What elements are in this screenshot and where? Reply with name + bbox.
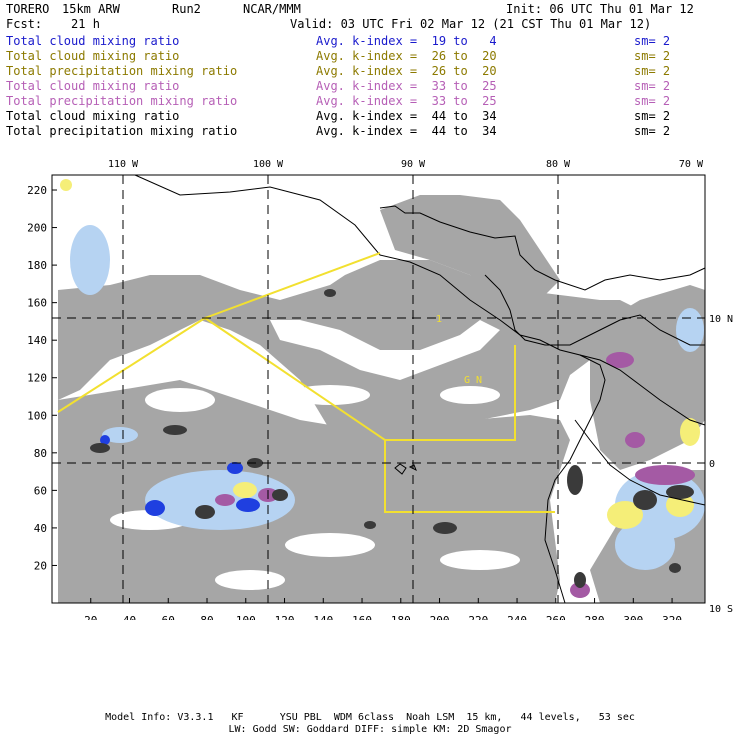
longitude-label: 90 W (401, 159, 426, 170)
cloud-field-gray (58, 195, 705, 603)
cloud-field-yellow (60, 179, 700, 529)
longitude-label: 100 W (253, 159, 284, 170)
y-tick-label: 180 (27, 259, 47, 272)
y-tick-label: 220 (27, 184, 47, 197)
x-tick-label: 300 (623, 614, 643, 620)
legend-row: Total precipitation mixing ratio Avg. k-i… (6, 64, 736, 79)
grid-spacing: 15km ARW (62, 2, 120, 16)
x-tick-label: 180 (391, 614, 411, 620)
legend-smoothing: sm= 2 (634, 49, 671, 63)
x-tick-label: 100 (236, 614, 256, 620)
x-tick-label: 320 (662, 614, 682, 620)
legend-row: Total precipitation mixing ratio Avg. k-i… (6, 124, 736, 139)
legend-row: Total cloud mixing ratio Avg. k-index = 4… (6, 109, 736, 124)
model-info-line-2: LW: Godd SW: Goddard DIFF: simple KM: 2D… (228, 724, 512, 735)
latitude-label: 0 (709, 459, 715, 470)
legend-row: Total precipitation mixing ratio Avg. k-i… (6, 94, 736, 109)
region-label-1: 1 (436, 314, 442, 325)
lat-lon-grid (52, 175, 705, 603)
map-frame (51, 174, 706, 604)
x-tick-label: 140 (313, 614, 333, 620)
x-tick-label: 280 (585, 614, 605, 620)
legend-field-name: Total precipitation mixing ratio (6, 94, 238, 108)
run-label: Run2 (172, 2, 201, 16)
x-tick-label: 120 (275, 614, 295, 620)
legend-field-name: Total precipitation mixing ratio (6, 124, 238, 138)
x-tick-label: 20 (84, 614, 97, 620)
legend-row: Total cloud mixing ratio Avg. k-index = 2… (6, 49, 736, 64)
legend-field-name: Total cloud mixing ratio (6, 49, 180, 63)
legend-smoothing: sm= 2 (634, 64, 671, 78)
legend-k-index: Avg. k-index = 44 to 34 (316, 124, 497, 138)
cloud-field-purple (215, 352, 695, 598)
x-tick-label: 80 (200, 614, 213, 620)
y-tick-label: 80 (34, 447, 47, 460)
x-tick-label: 240 (507, 614, 527, 620)
legend-row: Total cloud mixing ratio Avg. k-index = 1… (6, 34, 736, 49)
legend-smoothing: sm= 2 (634, 94, 671, 108)
latitude-label: 10 S (709, 604, 733, 615)
model-name: TORERO (6, 2, 50, 16)
legend-field-name: Total cloud mixing ratio (6, 34, 180, 48)
legend-field-name: Total precipitation mixing ratio (6, 64, 238, 78)
organization: NCAR/MMM (243, 2, 301, 16)
nest-domain-boundaries (57, 252, 555, 513)
y-tick-label: 100 (27, 409, 47, 422)
legend-k-index: Avg. k-index = 44 to 34 (316, 109, 497, 123)
x-tick-label: 60 (162, 614, 175, 620)
legend-smoothing: sm= 2 (634, 109, 671, 123)
y-tick-label: 120 (27, 372, 47, 385)
x-tick-label: 220 (468, 614, 488, 620)
legend-smoothing: sm= 2 (634, 79, 671, 93)
y-tick-label: 20 (34, 559, 47, 572)
y-tick-label: 140 (27, 334, 47, 347)
cloud-field-blue (100, 435, 260, 516)
legend-smoothing: sm= 2 (634, 34, 671, 48)
y-tick-label: 40 (34, 522, 47, 535)
y-tick-label: 160 (27, 297, 47, 310)
model-info-line-1: Model Info: V3.3.1 KF YSU PBL WDM 6class… (105, 712, 635, 723)
legend-field-name: Total cloud mixing ratio (6, 79, 180, 93)
region-label-2: G N (464, 375, 482, 386)
latitude-label: 10 N (709, 314, 733, 325)
x-tick-label: 260 (546, 614, 566, 620)
legend-k-index: Avg. k-index = 33 to 25 (316, 94, 497, 108)
legend-k-index: Avg. k-index = 33 to 25 (316, 79, 497, 93)
longitude-label: 70 W (679, 159, 704, 170)
x-tick-label: 160 (352, 614, 372, 620)
y-tick-label: 200 (27, 222, 47, 235)
legend-k-index: Avg. k-index = 26 to 20 (316, 64, 497, 78)
legend-field-name: Total cloud mixing ratio (6, 109, 180, 123)
longitude-label: 110 W (108, 159, 139, 170)
x-tick-label: 200 (430, 614, 450, 620)
legend-k-index: Avg. k-index = 26 to 20 (316, 49, 497, 63)
forecast-map: 1 G N 110 W 100 W 90 W 80 W 70 W 10 N 0 10 S 2… (27, 159, 733, 620)
legend-smoothing: sm= 2 (634, 124, 671, 138)
forecast-hour: Fcst: 21 h (6, 17, 100, 31)
cloud-field-dark (90, 289, 694, 588)
longitude-label: 80 W (546, 159, 571, 170)
x-tick-label: 40 (123, 614, 136, 620)
legend-row: Total cloud mixing ratio Avg. k-index = 3… (6, 79, 736, 94)
valid-time: Valid: 03 UTC Fri 02 Mar 12 (21 CST Thu … (290, 17, 652, 31)
legend-k-index: Avg. k-index = 19 to 4 (316, 34, 497, 48)
init-time: Init: 06 UTC Thu 01 Mar 12 (506, 2, 694, 16)
y-tick-label: 60 (34, 484, 47, 497)
